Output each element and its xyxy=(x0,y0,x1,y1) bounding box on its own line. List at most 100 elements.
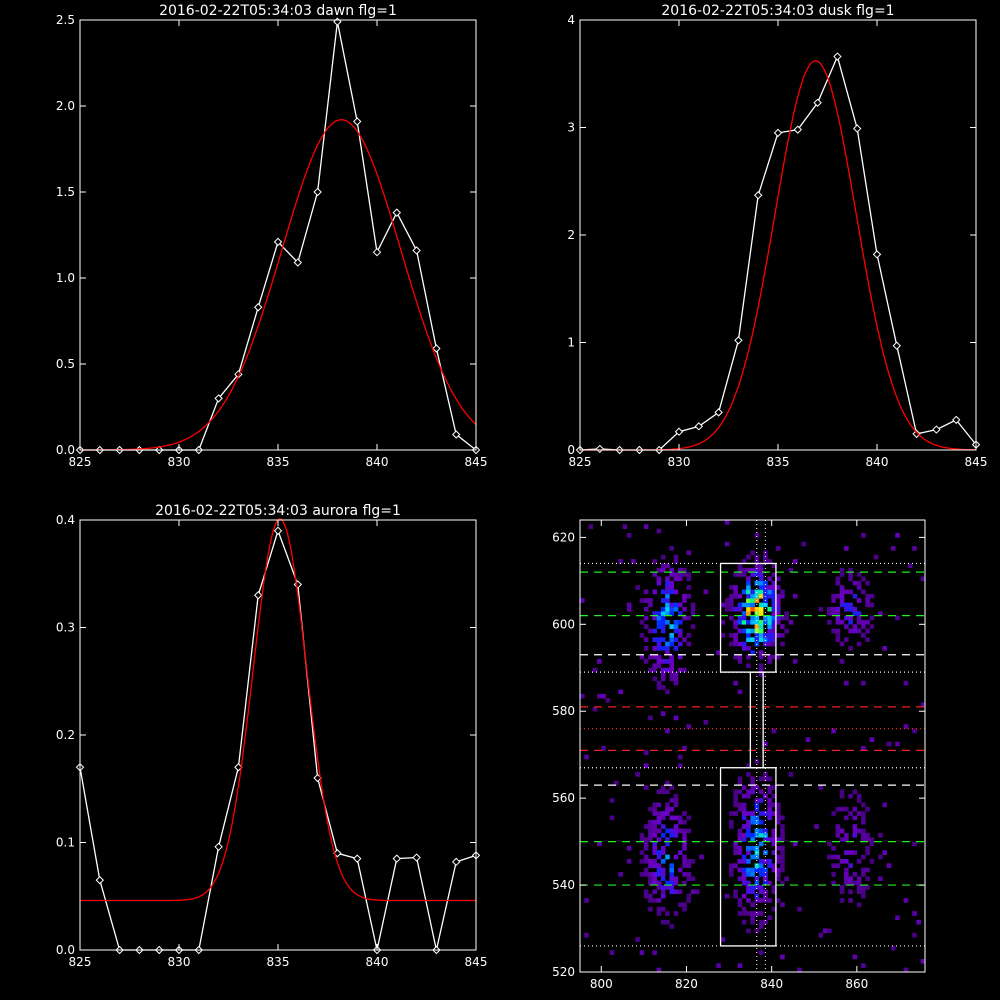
heatmap-cell xyxy=(844,876,849,882)
heatmap-cell xyxy=(737,593,743,599)
heatmap-cell xyxy=(656,863,662,868)
heatmap-cell xyxy=(767,798,772,803)
heatmap-cell xyxy=(848,567,853,573)
heatmap-cell xyxy=(758,789,764,795)
heatmap-cell xyxy=(750,811,755,816)
heatmap-cell xyxy=(665,585,670,590)
heatmap-cell xyxy=(729,872,734,877)
heatmap-cell xyxy=(848,615,853,621)
heatmap-cell xyxy=(652,663,657,669)
heatmap-cell xyxy=(737,911,743,916)
heatmap-cell xyxy=(848,811,853,816)
heatmap-cell xyxy=(677,667,683,673)
heatmap-cell xyxy=(669,672,675,677)
heatmap-cell xyxy=(673,828,679,834)
heatmap-cell xyxy=(746,811,751,816)
heatmap-cell xyxy=(771,837,777,842)
heatmap-cell xyxy=(839,789,845,795)
heatmap-cell xyxy=(639,633,645,638)
heatmap-cell xyxy=(656,872,662,877)
heatmap-cell xyxy=(767,619,772,625)
heatmap-cell xyxy=(631,559,636,564)
heatmap-cell xyxy=(920,958,925,964)
heatmap-cell xyxy=(852,954,858,960)
heatmap-cell xyxy=(856,611,862,616)
heatmap-cell xyxy=(771,637,777,642)
heatmap-cell xyxy=(737,615,743,621)
heatmap-cell xyxy=(750,650,755,656)
heatmap-cell xyxy=(682,811,687,816)
heatmap-cell xyxy=(673,676,679,682)
heatmap-cell xyxy=(775,837,781,842)
heatmap-cell xyxy=(784,628,790,634)
heatmap-cell xyxy=(861,889,866,895)
heatmap-cell xyxy=(835,854,841,860)
heatmap-cell xyxy=(835,593,841,599)
heatmap-cell xyxy=(733,802,738,808)
heatmap-cell xyxy=(682,572,687,577)
heatmap-cell xyxy=(861,802,866,808)
data-point xyxy=(95,875,105,885)
heatmap-cell xyxy=(626,606,632,612)
heatmap-cell xyxy=(648,602,653,608)
heatmap-cell xyxy=(784,615,790,621)
heatmap-cell xyxy=(660,885,666,890)
heatmap-cell xyxy=(584,754,589,760)
heatmap-cell xyxy=(763,811,768,816)
heatmap-cell xyxy=(835,611,841,616)
heatmap-cell xyxy=(656,567,662,573)
heatmap-cell xyxy=(682,598,687,603)
heatmap-cell xyxy=(907,563,913,569)
heatmap-cell xyxy=(686,898,692,903)
heatmap-cell xyxy=(856,828,862,834)
heatmap-cell xyxy=(733,863,738,868)
data-point xyxy=(214,394,223,403)
heatmap-cell xyxy=(890,945,896,951)
heatmap-cell xyxy=(665,602,670,608)
heatmap-cell xyxy=(750,867,755,873)
heatmap-cell xyxy=(609,815,615,821)
heatmap-cell xyxy=(741,646,747,651)
heatmap-cell xyxy=(741,615,747,621)
heatmap-cell xyxy=(669,798,675,803)
heatmap-cell xyxy=(750,919,755,925)
heatmap-cell xyxy=(648,876,653,882)
heatmap-cell xyxy=(852,880,858,886)
heatmap-cell xyxy=(839,828,845,834)
heatmap-cell xyxy=(656,828,662,834)
heatmap-cell xyxy=(673,619,679,625)
heatmap-cell xyxy=(665,593,670,599)
heatmap-cell xyxy=(673,911,679,916)
heatmap-cell xyxy=(771,793,777,799)
heatmap-cell xyxy=(895,615,900,621)
heatmap-cell xyxy=(682,863,687,868)
heatmap-cell xyxy=(656,659,662,664)
heatmap-cell xyxy=(750,902,755,908)
heatmap-cell xyxy=(673,798,679,803)
heatmap-cell xyxy=(746,763,751,769)
heatmap-cell xyxy=(643,624,649,629)
x-tick-label: 840 xyxy=(366,455,389,469)
heatmap-cell xyxy=(677,754,683,760)
x-tick-label: 840 xyxy=(760,977,783,991)
heatmap-cell xyxy=(856,615,862,621)
heatmap-cell xyxy=(665,841,670,847)
data-point xyxy=(451,430,461,439)
heatmap-cell xyxy=(861,815,866,821)
heatmap-cell xyxy=(656,654,662,660)
heatmap-cell xyxy=(669,806,675,812)
heatmap-cell xyxy=(648,863,653,868)
heatmap-cell xyxy=(831,854,836,860)
heatmap-cell xyxy=(660,598,666,603)
heatmap-cell xyxy=(673,554,679,560)
heatmap-cell xyxy=(741,811,747,816)
heatmap-cell xyxy=(784,876,790,882)
heatmap-cell xyxy=(639,832,645,838)
heatmap-cell xyxy=(686,872,692,877)
heatmap-cell xyxy=(758,811,764,816)
heatmap-cell xyxy=(660,824,666,829)
heatmap-cell xyxy=(635,937,640,942)
heatmap-cell xyxy=(890,546,896,551)
heatmap-cell xyxy=(754,624,760,629)
heatmap-cell xyxy=(741,628,747,634)
